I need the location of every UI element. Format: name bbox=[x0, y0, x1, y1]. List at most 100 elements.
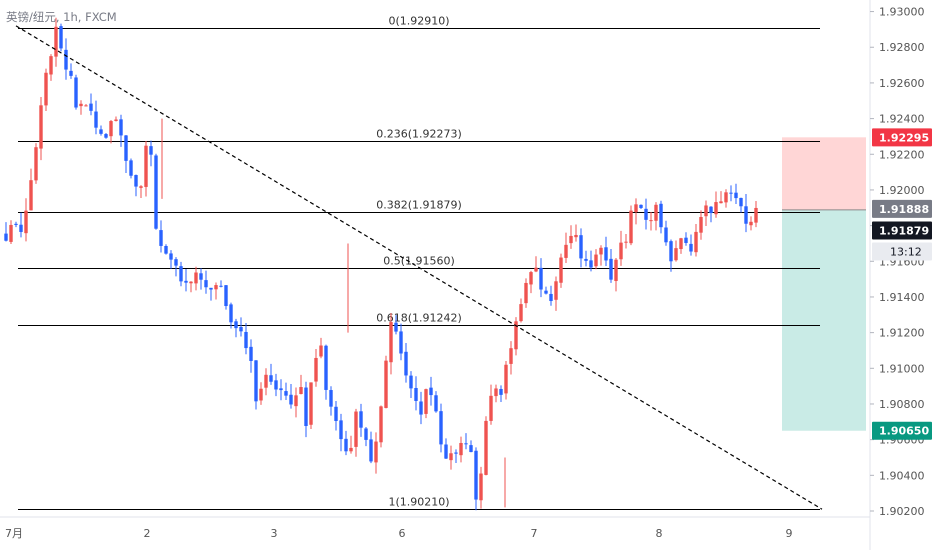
candle-body bbox=[459, 442, 463, 456]
candle-body bbox=[529, 272, 533, 285]
fib-label: 1(1.90210) bbox=[388, 496, 449, 509]
last-price-tag: 1.91879 bbox=[879, 225, 929, 238]
candle-body bbox=[164, 246, 168, 254]
entry-price-tag-bg bbox=[872, 199, 932, 218]
candle-body bbox=[239, 326, 243, 332]
candle-body bbox=[79, 103, 83, 107]
candle-body bbox=[269, 375, 273, 382]
take-profit-zone bbox=[782, 209, 866, 431]
stop-loss-zone bbox=[782, 137, 866, 210]
y-tick-label: 1.93000 bbox=[879, 6, 925, 19]
candle-body bbox=[479, 473, 483, 501]
candle-body bbox=[659, 203, 663, 228]
candle-body bbox=[579, 235, 583, 259]
candle-body bbox=[69, 70, 73, 76]
y-tick-label: 1.92400 bbox=[879, 113, 925, 126]
candle-body bbox=[674, 248, 678, 261]
candle-body bbox=[729, 192, 733, 194]
fib-label: 0.236(1.92273) bbox=[376, 128, 462, 141]
candle-body bbox=[624, 241, 628, 243]
candle-body bbox=[244, 331, 248, 349]
candle-body bbox=[469, 445, 473, 453]
candle-body bbox=[709, 206, 713, 214]
candle-body bbox=[89, 103, 93, 111]
candle-body bbox=[499, 388, 503, 395]
candle-body bbox=[639, 204, 643, 208]
candle-body bbox=[544, 290, 548, 294]
candle-body bbox=[679, 238, 683, 250]
candle-body bbox=[49, 56, 53, 75]
candle-body bbox=[9, 224, 13, 242]
candle-body bbox=[379, 406, 383, 443]
candle-body bbox=[669, 241, 673, 262]
y-tick-label: 1.92800 bbox=[879, 41, 925, 54]
candle-body bbox=[324, 345, 328, 390]
candle-body bbox=[229, 304, 233, 323]
y-tick-label: 1.90400 bbox=[879, 469, 925, 482]
candle-body bbox=[319, 345, 323, 357]
candle-body bbox=[179, 266, 183, 282]
countdown-tag-bg bbox=[872, 242, 932, 261]
candle-body bbox=[754, 207, 758, 223]
candle-body bbox=[174, 259, 178, 266]
candle-body bbox=[84, 105, 88, 107]
candle-body bbox=[434, 395, 438, 412]
candle-body bbox=[14, 223, 18, 225]
candle-body bbox=[399, 331, 403, 354]
candle-body bbox=[99, 129, 103, 134]
candle-body bbox=[39, 105, 43, 149]
candle-body bbox=[609, 258, 613, 280]
candle-body bbox=[409, 375, 413, 389]
candle-body bbox=[419, 401, 423, 415]
candle-body bbox=[254, 360, 258, 402]
countdown-tag: 13:12 bbox=[890, 246, 922, 259]
candle-body bbox=[464, 443, 468, 445]
candle-body bbox=[384, 360, 388, 408]
target-price-tag-bg bbox=[872, 421, 932, 440]
candle-body bbox=[414, 387, 418, 401]
candle-body bbox=[219, 285, 223, 287]
candle-body bbox=[184, 280, 188, 283]
candle-body bbox=[524, 282, 528, 304]
candle-body bbox=[489, 395, 493, 421]
candle-body bbox=[279, 388, 283, 391]
candle-body bbox=[629, 210, 633, 244]
candle-body bbox=[189, 281, 193, 284]
candle-body bbox=[369, 439, 373, 462]
x-tick-label: 8 bbox=[656, 527, 663, 540]
candles bbox=[4, 17, 758, 511]
candle-body bbox=[224, 285, 228, 307]
candle-body bbox=[644, 208, 648, 220]
candle-body bbox=[739, 197, 743, 207]
x-tick-label: 3 bbox=[271, 527, 278, 540]
candle-body bbox=[714, 202, 718, 215]
candle-body bbox=[549, 293, 553, 302]
trendline bbox=[15, 25, 823, 510]
candle-body bbox=[514, 321, 518, 350]
candle-body bbox=[209, 287, 213, 290]
candle-body bbox=[734, 192, 738, 199]
candle-body bbox=[389, 322, 393, 363]
candle-body bbox=[54, 26, 58, 57]
candle-body bbox=[194, 272, 198, 284]
y-tick-label: 1.92200 bbox=[879, 148, 925, 161]
x-tick-label: 7月 bbox=[5, 527, 23, 540]
y-tick-label: 1.90200 bbox=[879, 505, 925, 518]
candle-body bbox=[119, 119, 123, 136]
candle-body bbox=[424, 389, 428, 414]
candle-body bbox=[484, 420, 488, 475]
candle-body bbox=[429, 387, 433, 396]
fibonacci-levels: 0(1.92910) 0.236(1.92273) 0.382(1.91879) 0.… bbox=[18, 15, 820, 510]
fib-label: 0.5(1.91560) bbox=[383, 255, 455, 268]
candle-body bbox=[404, 351, 408, 376]
candle-body bbox=[394, 322, 398, 332]
chart-title: 英镑/纽元, 1h, FXCM bbox=[6, 10, 117, 24]
candle-body bbox=[699, 217, 703, 233]
candle-body bbox=[329, 390, 333, 407]
candle-body bbox=[374, 441, 378, 463]
time-axis: 7月 2 3 6 7 8 9 bbox=[0, 516, 870, 540]
candle-body bbox=[274, 380, 278, 390]
candle-body bbox=[449, 453, 453, 461]
